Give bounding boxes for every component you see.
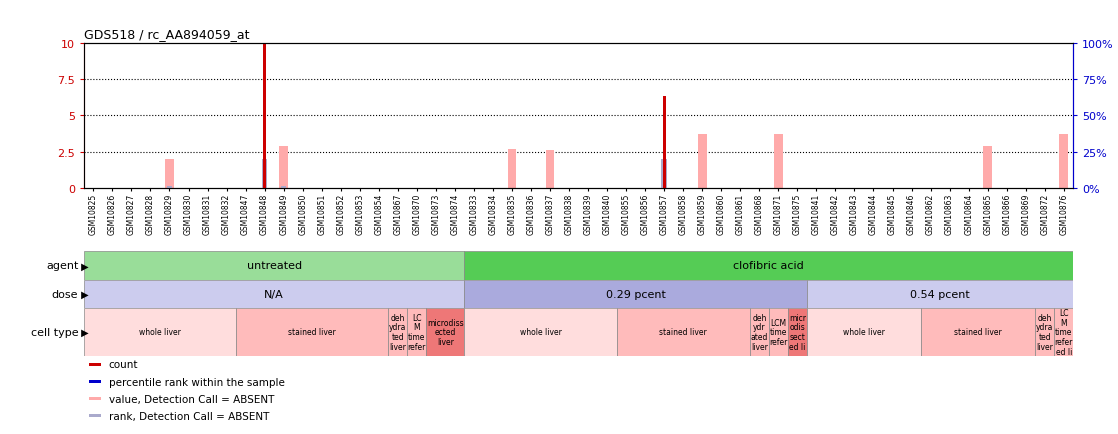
Text: rank, Detection Call = ABSENT: rank, Detection Call = ABSENT bbox=[108, 411, 269, 421]
Text: 0.29 pcent: 0.29 pcent bbox=[606, 289, 665, 299]
Text: GDS518 / rc_AA894059_at: GDS518 / rc_AA894059_at bbox=[84, 28, 249, 41]
Bar bbox=[807, 280, 1073, 308]
Text: stained liver: stained liver bbox=[955, 328, 1002, 336]
Bar bbox=[281, 187, 286, 189]
Bar bbox=[546, 151, 555, 189]
Bar bbox=[921, 308, 1035, 356]
Bar bbox=[807, 308, 921, 356]
Bar bbox=[88, 397, 101, 400]
Bar bbox=[407, 308, 426, 356]
Text: cell type: cell type bbox=[30, 327, 78, 337]
Bar bbox=[165, 160, 173, 189]
Bar bbox=[464, 280, 807, 308]
Text: stained liver: stained liver bbox=[660, 328, 707, 336]
Bar bbox=[388, 308, 407, 356]
Bar bbox=[774, 135, 783, 189]
Text: clofibric acid: clofibric acid bbox=[733, 261, 804, 271]
Bar bbox=[508, 150, 517, 189]
Text: deh
ydr
ated
liver: deh ydr ated liver bbox=[750, 313, 768, 351]
Text: ▶: ▶ bbox=[78, 327, 89, 337]
Text: ▶: ▶ bbox=[78, 289, 89, 299]
Text: deh
ydra
ted
liver: deh ydra ted liver bbox=[1036, 313, 1053, 351]
Text: microdiss
ected
liver: microdiss ected liver bbox=[427, 318, 464, 346]
Text: untreated: untreated bbox=[247, 261, 302, 271]
Text: stained liver: stained liver bbox=[288, 328, 337, 336]
Text: dose: dose bbox=[51, 289, 78, 299]
Bar bbox=[1054, 308, 1073, 356]
Text: N/A: N/A bbox=[264, 289, 284, 299]
Text: percentile rank within the sample: percentile rank within the sample bbox=[108, 377, 284, 387]
Bar bbox=[84, 280, 464, 308]
Text: micr
odis
sect
ed li: micr odis sect ed li bbox=[789, 313, 806, 351]
Bar bbox=[88, 380, 101, 383]
Text: whole liver: whole liver bbox=[843, 328, 885, 336]
Text: ▶: ▶ bbox=[78, 261, 89, 271]
Bar bbox=[88, 363, 101, 366]
Text: LCM
time
refer: LCM time refer bbox=[769, 318, 787, 346]
Text: agent: agent bbox=[46, 261, 78, 271]
Text: count: count bbox=[108, 359, 139, 369]
Bar bbox=[84, 308, 236, 356]
Text: whole liver: whole liver bbox=[139, 328, 181, 336]
Bar bbox=[663, 97, 665, 189]
Bar bbox=[698, 135, 707, 189]
Bar bbox=[769, 308, 788, 356]
Bar bbox=[464, 308, 617, 356]
Text: 0.54 pcent: 0.54 pcent bbox=[910, 289, 970, 299]
Text: LC
M
time
refer: LC M time refer bbox=[408, 313, 426, 351]
Bar bbox=[262, 160, 267, 189]
Bar bbox=[167, 187, 172, 189]
Bar bbox=[750, 308, 769, 356]
Text: value, Detection Call = ABSENT: value, Detection Call = ABSENT bbox=[108, 394, 274, 404]
Bar bbox=[662, 160, 667, 189]
Bar bbox=[88, 414, 101, 417]
Bar bbox=[1035, 308, 1054, 356]
Bar bbox=[984, 147, 992, 189]
Bar bbox=[1060, 135, 1068, 189]
Bar bbox=[788, 308, 807, 356]
Bar bbox=[236, 308, 388, 356]
Bar bbox=[263, 43, 266, 189]
Text: LC
M
time
refer
ed li: LC M time refer ed li bbox=[1054, 308, 1073, 356]
Bar bbox=[280, 147, 288, 189]
Bar bbox=[617, 308, 750, 356]
Bar bbox=[84, 252, 464, 280]
Text: whole liver: whole liver bbox=[520, 328, 561, 336]
Bar bbox=[464, 252, 1073, 280]
Text: deh
ydra
ted
liver: deh ydra ted liver bbox=[389, 313, 407, 351]
Bar bbox=[426, 308, 464, 356]
